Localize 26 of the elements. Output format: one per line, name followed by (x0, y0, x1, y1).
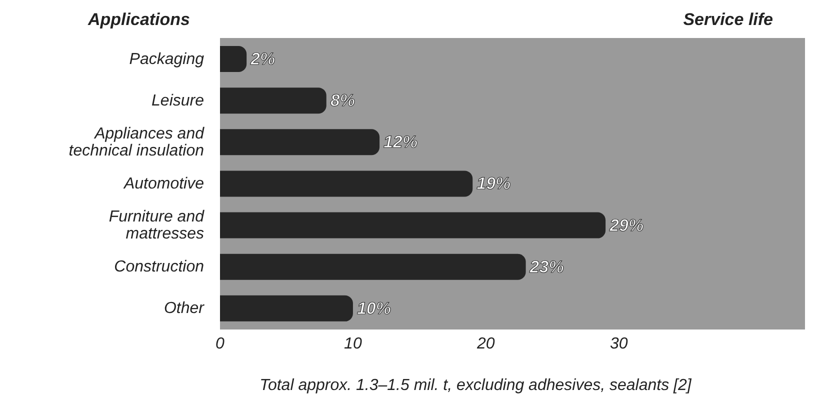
bar (220, 212, 606, 238)
text: Service life (683, 10, 773, 30)
bar (220, 88, 326, 114)
bar (220, 46, 247, 72)
bar (220, 295, 353, 322)
bar (220, 129, 380, 156)
y-tick-label: Automotive (122, 175, 204, 192)
y-tick-label: Appliances and technical insulation (68, 124, 206, 159)
data-label: 29% (608, 216, 644, 235)
data-label: 10% (356, 298, 391, 318)
x-tick-label: 30 (610, 335, 628, 352)
bar (220, 254, 526, 280)
y-tick-label: Furniture and mattresses (108, 208, 206, 242)
y-axis-title: Applications (88, 10, 190, 30)
data-label: 19% (476, 174, 511, 194)
x-tick-label: 10 (344, 335, 362, 352)
y-tick-label: Other (164, 300, 205, 317)
x-tick-label: 20 (476, 335, 495, 352)
y-tick-label: Leisure (152, 92, 204, 109)
bar (220, 170, 473, 197)
x-tick-label: 0 (216, 335, 225, 352)
x-axis-title: Total approx. 1.3–1.5 mil. t, excluding adhesives, sealants [2] (258, 377, 692, 395)
data-label: 8% (330, 91, 355, 110)
y-tick-label: Packaging (129, 50, 204, 68)
data-label: 23% (528, 257, 564, 276)
y-tick-label: Construction (114, 258, 204, 276)
